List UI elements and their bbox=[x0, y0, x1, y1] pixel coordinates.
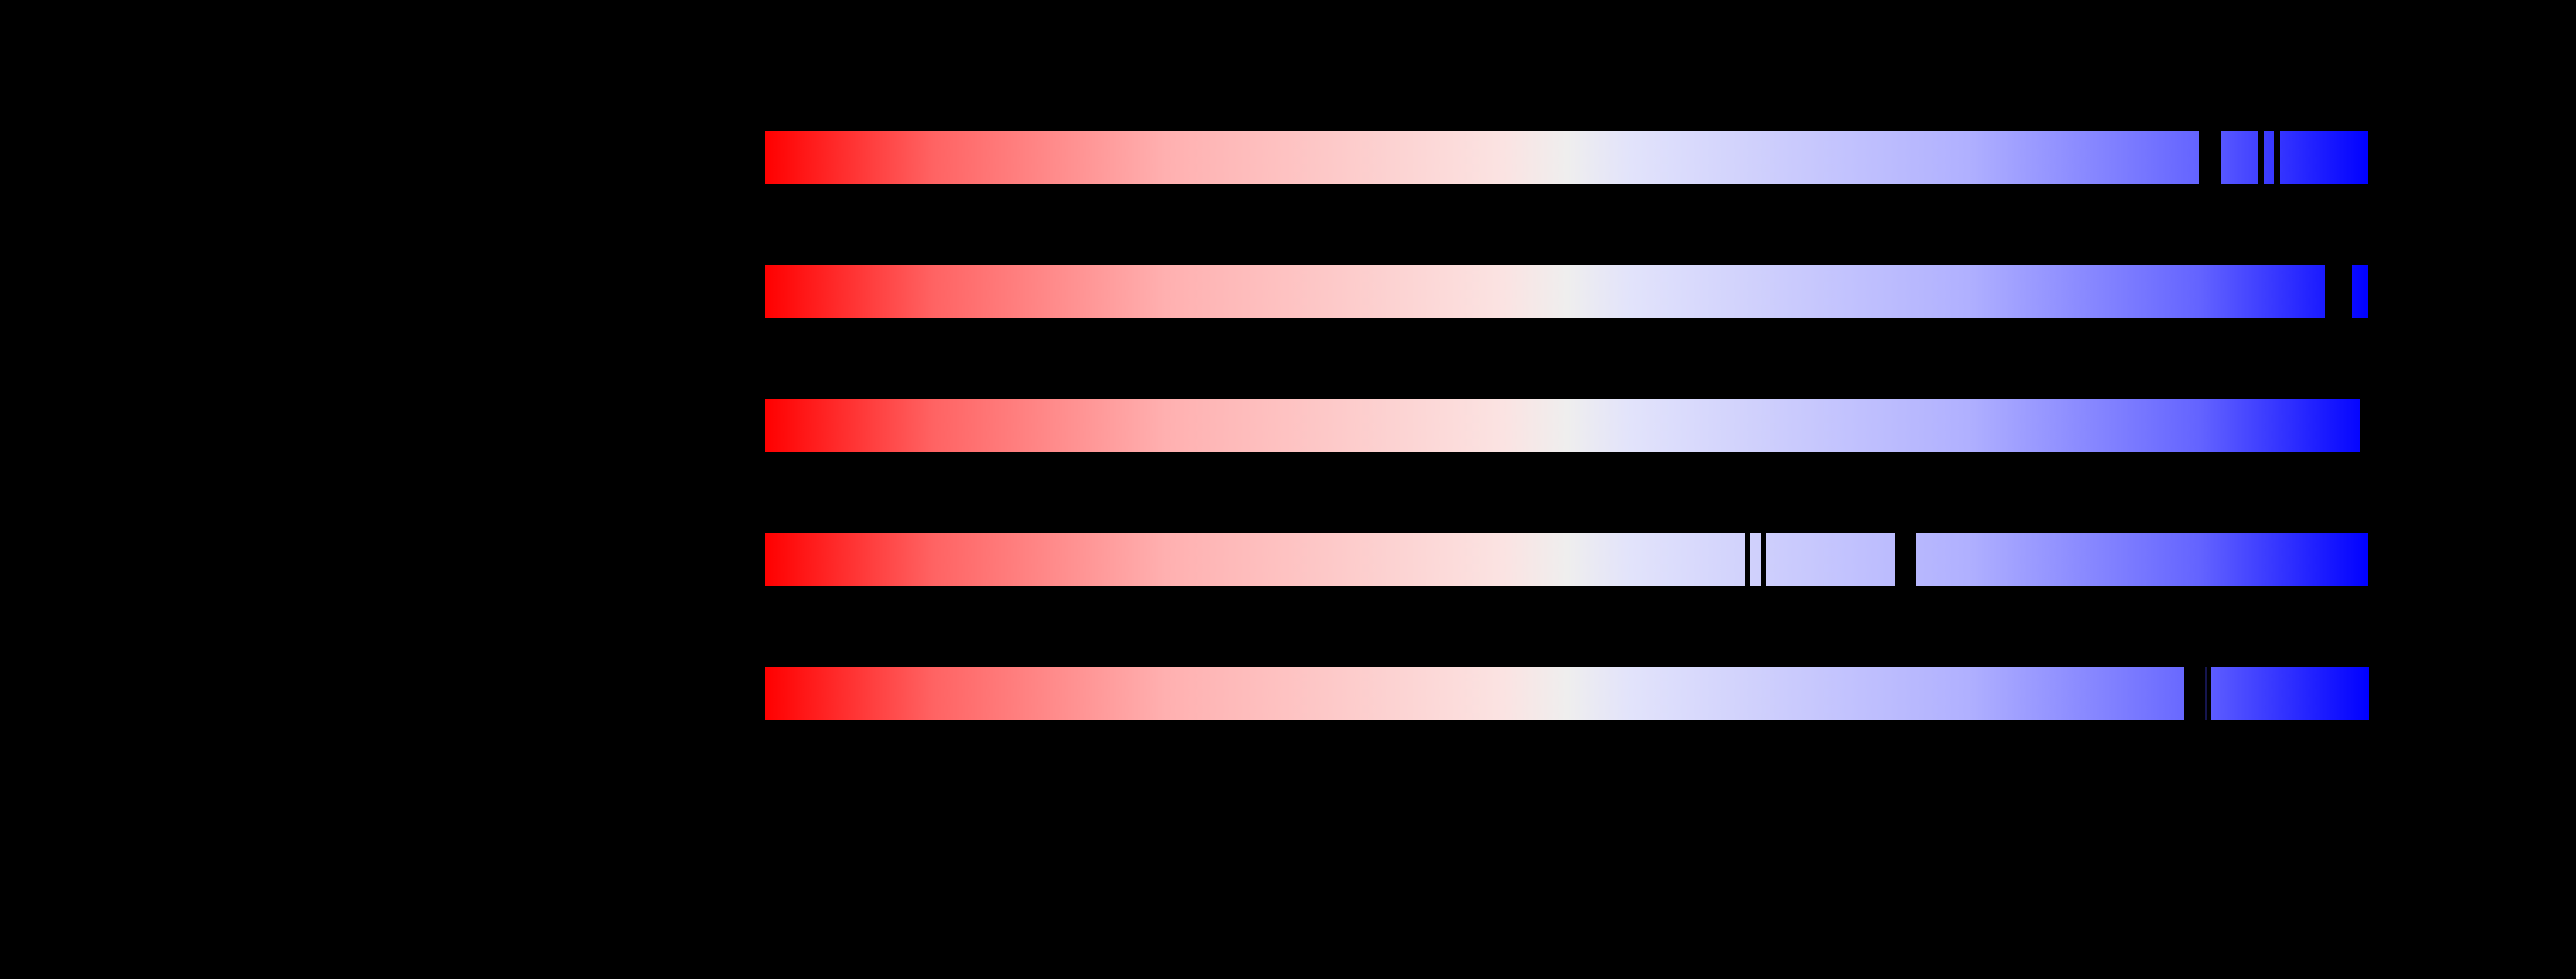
gradient-bar-row-2 bbox=[765, 264, 2368, 319]
bar-gap-tick bbox=[2199, 130, 2221, 185]
bar-gap-tick bbox=[2325, 264, 2352, 319]
gradient-bar-row-4 bbox=[765, 532, 2368, 587]
gradient-bar-row-3 bbox=[765, 399, 2360, 452]
bar-gap-tick bbox=[1895, 532, 1916, 587]
faint-data-tick bbox=[2205, 667, 2207, 720]
bar-gap-tick bbox=[2258, 130, 2264, 185]
bar-gap-tick bbox=[1761, 532, 1766, 587]
gradient-bar-row-1 bbox=[765, 130, 2368, 185]
bar-gap-tick bbox=[1745, 532, 1750, 587]
gradient-bar-row-5 bbox=[765, 667, 2369, 721]
bar-gap-tick bbox=[2274, 130, 2280, 185]
